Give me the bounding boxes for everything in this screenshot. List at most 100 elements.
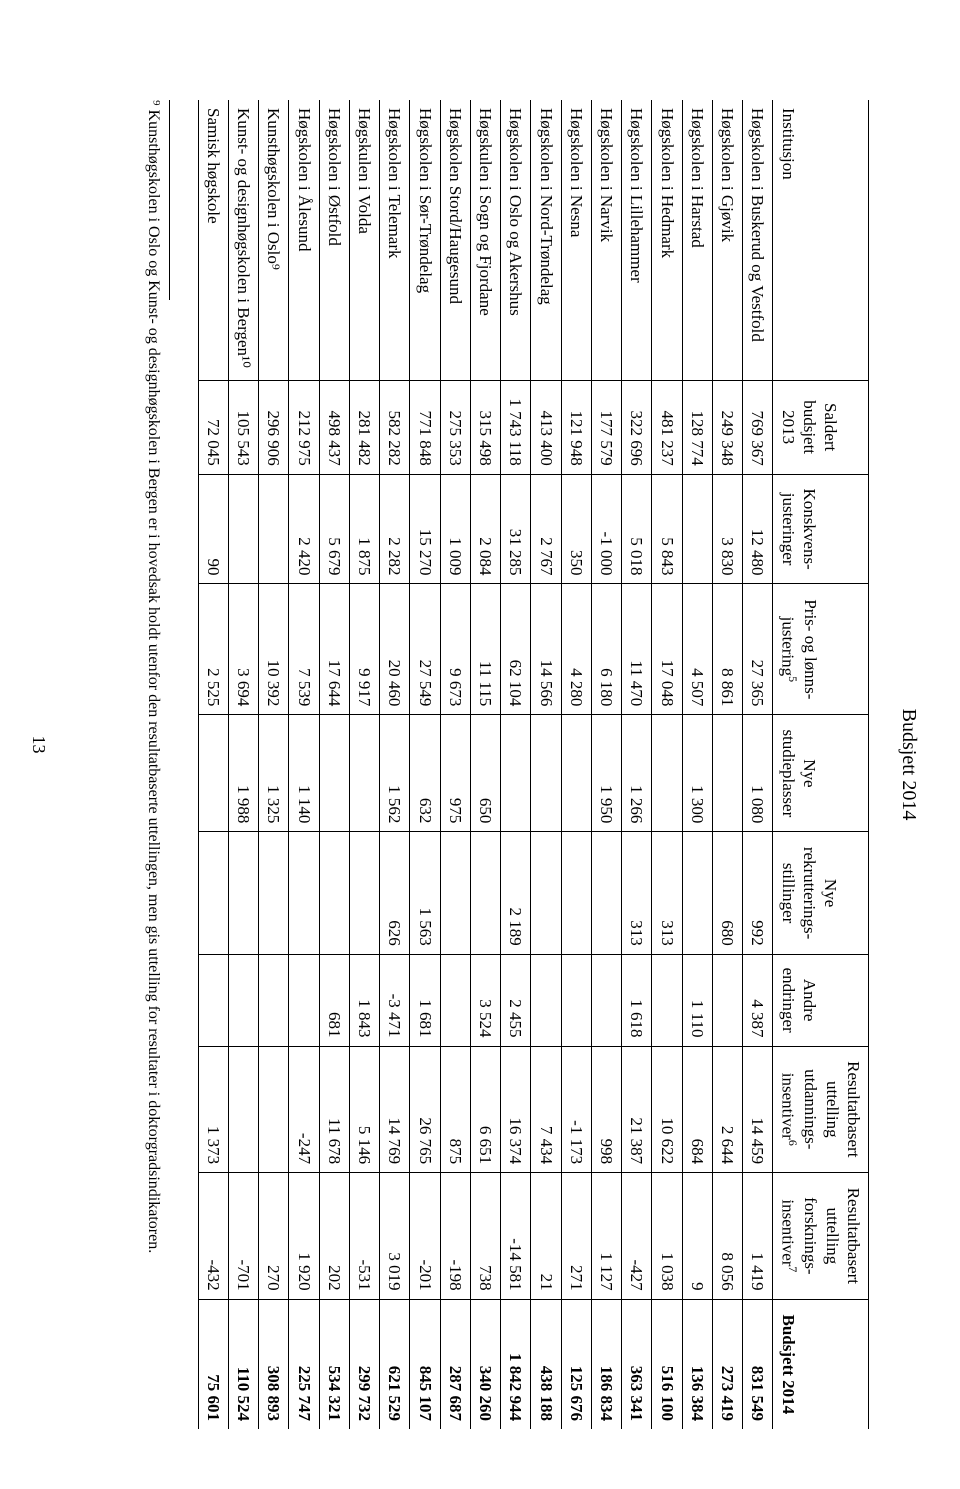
cell-value: -201 <box>410 1173 440 1300</box>
cell-value: 26 765 <box>410 1046 440 1173</box>
cell-value: 4 387 <box>743 954 773 1046</box>
table-row: Høgskolen i Nord-Trøndelag413 4002 76714… <box>531 100 561 1429</box>
cell-institution: Høgskolen i Harstad <box>682 100 712 380</box>
cell-value <box>652 715 682 832</box>
cell-value: 9 <box>682 1173 712 1300</box>
cell-value <box>591 954 621 1046</box>
cell-value: 4 280 <box>561 584 591 715</box>
cell-value: 1 842 944 <box>501 1299 531 1429</box>
cell-value: -14 581 <box>501 1173 531 1300</box>
cell-institution: Høgskolen i Østfold <box>319 100 349 380</box>
cell-value: -1 173 <box>561 1046 591 1173</box>
cell-value <box>501 715 531 832</box>
cell-value <box>531 832 561 954</box>
cell-institution: Høgskolen i Sør-Trøndelag <box>410 100 440 380</box>
cell-value: 21 <box>531 1173 561 1300</box>
budget-table: Institusjon Saldertbudsjett2013 Konskven… <box>198 100 869 1429</box>
cell-value: 125 676 <box>561 1299 591 1429</box>
cell-value: 481 237 <box>652 380 682 474</box>
cell-value: 121 948 <box>561 380 591 474</box>
cell-value <box>712 715 742 832</box>
cell-value <box>228 954 258 1046</box>
cell-value: 738 <box>470 1173 500 1300</box>
footnote-rule <box>169 100 170 300</box>
cell-institution: Høgskolen i Gjøvik <box>712 100 742 380</box>
cell-value: 17 048 <box>652 584 682 715</box>
col-pris: Pris- og lønns-justering5 <box>773 584 869 715</box>
cell-value: 1 373 <box>198 1046 228 1173</box>
cell-value: 2 084 <box>470 474 500 584</box>
cell-value: 271 <box>561 1173 591 1300</box>
cell-value: 680 <box>712 832 742 954</box>
cell-value: 27 365 <box>743 584 773 715</box>
cell-value <box>531 954 561 1046</box>
cell-value: 110 524 <box>228 1299 258 1429</box>
cell-value: 12 480 <box>743 474 773 584</box>
cell-value: 626 <box>380 832 410 954</box>
col-res-utd: Resultatbasertuttellingutdannings-insent… <box>773 1046 869 1173</box>
cell-value <box>198 715 228 832</box>
cell-value: 3 524 <box>470 954 500 1046</box>
cell-value: 831 549 <box>743 1299 773 1429</box>
cell-value: 4 507 <box>682 584 712 715</box>
cell-value <box>349 715 379 832</box>
cell-value <box>228 832 258 954</box>
cell-value: 350 <box>561 474 591 584</box>
cell-value: 6 651 <box>470 1046 500 1173</box>
cell-value: 975 <box>440 715 470 832</box>
cell-value: 1 875 <box>349 474 379 584</box>
cell-value: -531 <box>349 1173 379 1300</box>
cell-value: 308 893 <box>259 1299 289 1429</box>
cell-institution: Høgskolen i Telemark <box>380 100 410 380</box>
table-row: Høgskolen i Harstad128 7744 5071 3001 11… <box>682 100 712 1429</box>
table-row: Høgskolen i Buskerud og Vestfold769 3671… <box>743 100 773 1429</box>
col-institusjon: Institusjon <box>773 100 869 380</box>
cell-value: 8 056 <box>712 1173 742 1300</box>
cell-value <box>259 832 289 954</box>
cell-value: 1 843 <box>349 954 379 1046</box>
table-row: Høgskolen i Gjøvik249 3483 8308 8616802 … <box>712 100 742 1429</box>
cell-value: 202 <box>319 1173 349 1300</box>
cell-value: 1 988 <box>228 715 258 832</box>
cell-value <box>682 832 712 954</box>
cell-institution: Høgskolen i Nord-Trøndelag <box>531 100 561 380</box>
table-row: Høgskolen i Lillehammer322 6965 01811 47… <box>622 100 652 1429</box>
cell-value <box>228 1046 258 1173</box>
cell-value: -701 <box>228 1173 258 1300</box>
cell-value: 845 107 <box>410 1299 440 1429</box>
cell-value: 31 285 <box>501 474 531 584</box>
col-konskvens: Konskvens-justeringer <box>773 474 869 584</box>
cell-value: 3 694 <box>228 584 258 715</box>
table-header-row: Institusjon Saldertbudsjett2013 Konskven… <box>773 100 869 1429</box>
cell-value <box>561 715 591 832</box>
cell-value <box>712 954 742 1046</box>
cell-value: 582 282 <box>380 380 410 474</box>
cell-value: 875 <box>440 1046 470 1173</box>
cell-value: 2 767 <box>531 474 561 584</box>
footnote-text: ⁹ Kunsthøgskolen i Oslo og Kunst- og des… <box>142 100 163 1400</box>
cell-value: 75 601 <box>198 1299 228 1429</box>
cell-value <box>289 832 319 954</box>
cell-value <box>561 832 591 954</box>
cell-institution: Kunsthøgskolen i Oslo⁹ <box>259 100 289 380</box>
cell-value <box>198 954 228 1046</box>
cell-value: 14 459 <box>743 1046 773 1173</box>
cell-value: 340 260 <box>470 1299 500 1429</box>
cell-value: 684 <box>682 1046 712 1173</box>
cell-value: 105 543 <box>228 380 258 474</box>
cell-value: 1 618 <box>622 954 652 1046</box>
cell-institution: Høgskolen i Ålesund <box>289 100 319 380</box>
cell-value: 363 341 <box>622 1299 652 1429</box>
cell-value: 287 687 <box>440 1299 470 1429</box>
col-budsjett: Budsjett 2014 <box>773 1299 869 1429</box>
cell-institution: Høgskolen i Oslo og Akershus <box>501 100 531 380</box>
table-row: Høgskolen i Ålesund212 9752 4207 5391 14… <box>289 100 319 1429</box>
cell-value: 2 189 <box>501 832 531 954</box>
cell-value: 1 110 <box>682 954 712 1046</box>
cell-value: 212 975 <box>289 380 319 474</box>
table-row: Høgskolen i Nesna121 9483504 280-1 17327… <box>561 100 591 1429</box>
cell-institution: Høgskolen i Lillehammer <box>622 100 652 380</box>
table-row: Høgskolen i Oslo og Akershus1 743 11831 … <box>501 100 531 1429</box>
cell-value: 5 679 <box>319 474 349 584</box>
cell-value: 2 644 <box>712 1046 742 1173</box>
